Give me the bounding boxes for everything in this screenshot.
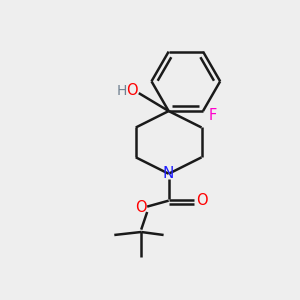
Text: N: N — [163, 166, 174, 181]
Text: O: O — [126, 83, 138, 98]
Text: O: O — [135, 200, 146, 215]
Text: H: H — [116, 84, 127, 98]
Text: F: F — [208, 108, 217, 123]
Text: O: O — [196, 193, 208, 208]
